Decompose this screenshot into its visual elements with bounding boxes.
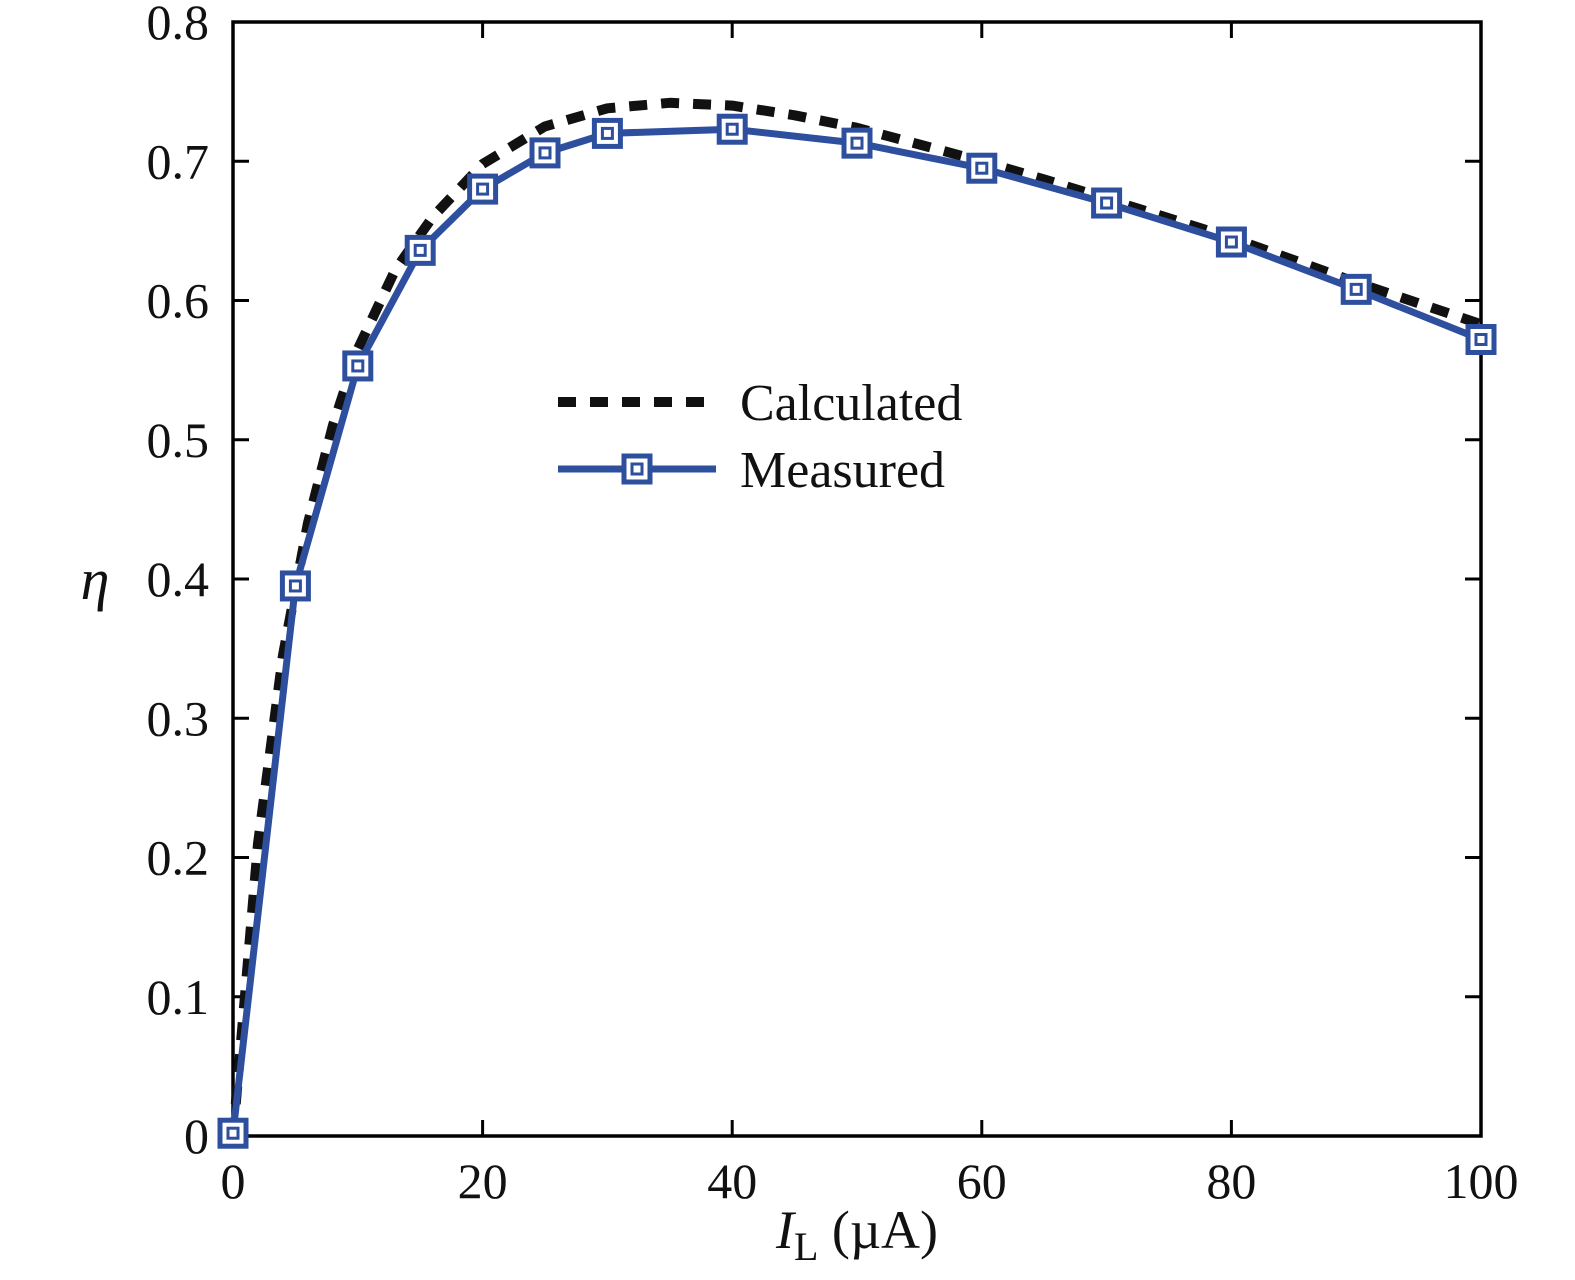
measured-marker <box>716 113 748 145</box>
measured-marker <box>1091 187 1123 219</box>
measured-marker <box>342 350 374 382</box>
legend-marker-inner <box>630 462 644 476</box>
measured-marker <box>1340 273 1372 305</box>
measured-marker-inner <box>1349 282 1363 296</box>
measured-marker <box>467 173 499 205</box>
measured-marker-inner <box>538 146 552 160</box>
legend-marker-measured <box>621 453 653 485</box>
measured-marker-inner <box>850 136 864 150</box>
y-tick-label: 0.7 <box>147 133 210 189</box>
y-tick-label: 0.4 <box>147 551 210 607</box>
x-tick-label: 40 <box>707 1153 757 1209</box>
measured-marker <box>217 1117 249 1149</box>
plot-border <box>231 20 1483 1138</box>
measured-marker <box>529 137 561 169</box>
measured-marker-inner <box>1100 196 1114 210</box>
measured-marker-inner <box>975 161 989 175</box>
measured-marker-inner <box>351 359 365 373</box>
series-measured-line <box>229 125 1485 1137</box>
legend-label-calculated: Calculated <box>740 375 962 432</box>
measured-marker-inner <box>226 1126 240 1140</box>
measured-marker <box>404 234 436 266</box>
measured-marker-inner <box>600 126 614 140</box>
y-axis-label: η <box>81 547 110 612</box>
measured-marker-inner <box>288 579 302 593</box>
measured-marker <box>1215 226 1247 258</box>
measured-marker <box>591 117 623 149</box>
y-tick-label: 0.3 <box>147 690 210 746</box>
measured-marker-inner <box>1474 332 1488 346</box>
measured-marker <box>841 127 873 159</box>
y-tick-label: 0.1 <box>147 969 210 1025</box>
x-tick-label: 60 <box>957 1153 1007 1209</box>
x-tick-label: 80 <box>1206 1153 1256 1209</box>
x-axis-label: IL (µA) <box>775 1200 938 1269</box>
measured-marker-inner <box>413 243 427 257</box>
x-tick-label: 100 <box>1444 1153 1519 1209</box>
x-tick-label: 20 <box>458 1153 508 1209</box>
measured-marker-inner <box>725 122 739 136</box>
y-tick-label: 0.2 <box>147 830 210 886</box>
y-tick-label: 0.6 <box>147 273 210 329</box>
measured-marker-inner <box>1224 235 1238 249</box>
measured-marker <box>966 152 998 184</box>
y-tick-label: 0.8 <box>147 0 210 50</box>
measured-marker <box>1465 323 1497 355</box>
legend-label-measured: Measured <box>740 442 945 499</box>
x-tick-label: 0 <box>221 1153 246 1209</box>
y-tick-label: 0.5 <box>147 412 210 468</box>
measured-marker-inner <box>476 182 490 196</box>
y-tick-label: 0 <box>184 1108 209 1164</box>
measured-marker <box>279 570 311 602</box>
